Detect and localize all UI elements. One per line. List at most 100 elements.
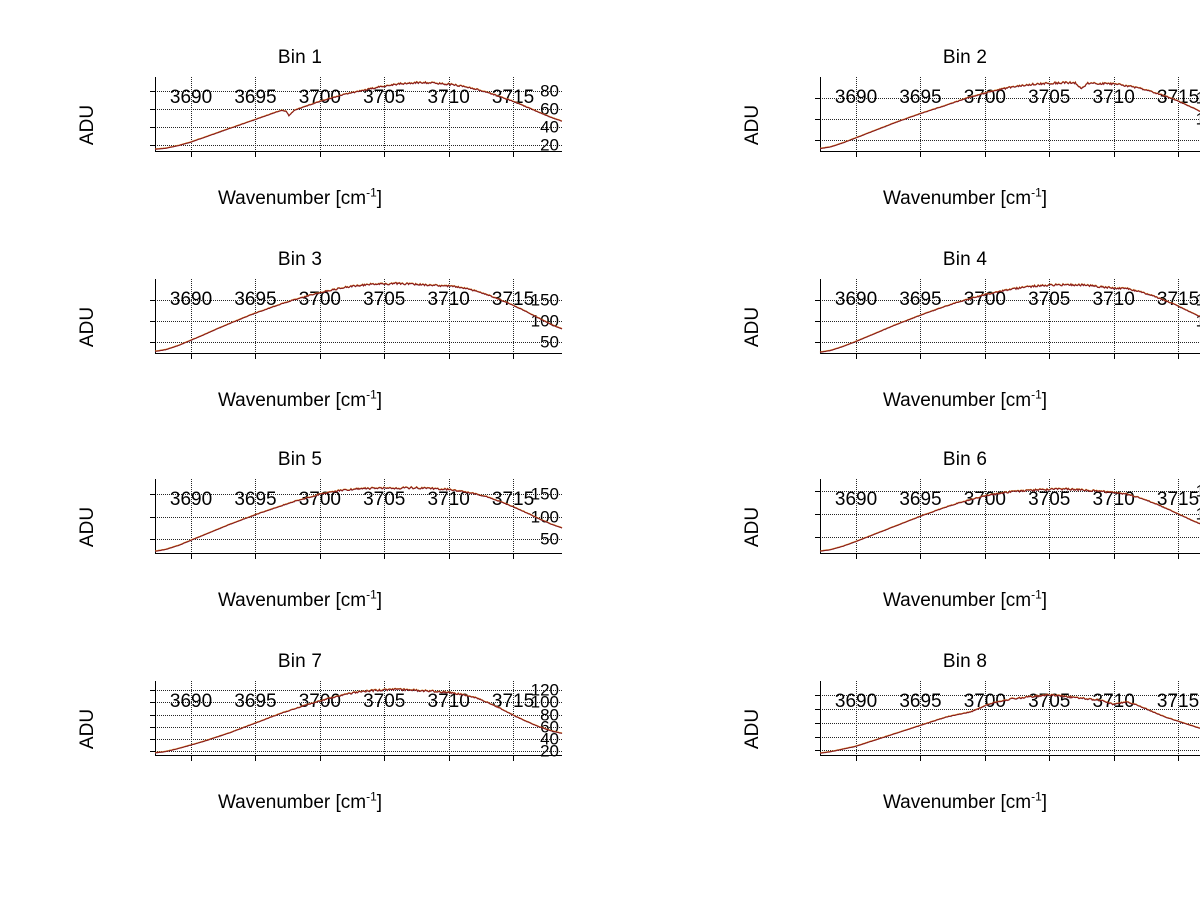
x-axis-title-exponent: -1 xyxy=(1031,587,1042,602)
y-axis-title: ADU xyxy=(77,306,99,348)
x-axis-tick-label: 3710 xyxy=(1092,691,1135,712)
x-axis-tick xyxy=(448,354,450,359)
y-axis-tick xyxy=(150,320,155,322)
y-axis-tick xyxy=(815,299,820,301)
y-axis-tick-label: 20 xyxy=(540,135,559,155)
y-gridline xyxy=(820,708,1200,710)
x-axis-tick xyxy=(319,554,321,559)
x-axis-title-exponent: -1 xyxy=(1031,387,1042,402)
y-gridline xyxy=(820,341,1200,343)
x-axis-title: Wavenumber [cm-1] xyxy=(0,791,600,814)
x-axis-tick-label: 3715 xyxy=(491,87,535,108)
y-axis-tick xyxy=(815,320,820,322)
x-axis-tick xyxy=(1049,354,1051,359)
x-gridline xyxy=(1049,479,1051,554)
y-gridline xyxy=(155,516,562,518)
x-axis-tick-label: 3705 xyxy=(1028,489,1071,510)
x-axis-title-bracket: ] xyxy=(376,390,383,411)
y-axis-tick xyxy=(150,751,155,753)
series-primary xyxy=(819,80,1200,150)
y-axis-tick-label: 120 xyxy=(530,680,559,700)
x-gridline xyxy=(920,681,922,756)
series-primary xyxy=(154,486,563,552)
x-axis-tick xyxy=(319,756,321,761)
y-axis-title: ADU xyxy=(742,506,764,548)
spectrum-curve xyxy=(154,80,563,151)
y-axis-tick xyxy=(815,750,820,752)
x-axis-tick-label: 3715 xyxy=(491,489,535,510)
y-gridline xyxy=(155,144,562,146)
x-gridline xyxy=(1049,77,1051,152)
x-axis-tick xyxy=(1049,152,1051,157)
x-axis-tick-label: 3710 xyxy=(427,691,470,712)
y-gridline xyxy=(820,736,1200,738)
x-axis-title-main: Wavenumber [cm xyxy=(217,188,367,209)
x-gridline xyxy=(856,479,858,554)
x-axis-line xyxy=(820,755,1200,756)
x-axis-tick xyxy=(1049,756,1051,761)
y-axis-tick xyxy=(815,536,820,538)
x-gridline xyxy=(448,479,450,554)
y-axis-tick-label: 100 xyxy=(1196,505,1200,522)
y-axis-tick xyxy=(150,299,155,301)
x-axis-tick-label: 3710 xyxy=(427,87,470,108)
y-axis-line xyxy=(820,479,821,554)
subplot-panel: Bin 7 ADU Wavenumber [cm-1] 20 40 60 80 100 120 3… xyxy=(0,650,600,850)
y-gridline xyxy=(820,722,1200,724)
x-axis-tick-label: 3700 xyxy=(298,87,341,108)
x-axis-title-bracket: ] xyxy=(1041,188,1048,209)
series-tertiary xyxy=(819,488,1200,553)
x-axis-line xyxy=(155,553,562,554)
y-axis-tick-label: 40 xyxy=(540,117,559,137)
x-gridline xyxy=(984,279,986,354)
x-axis-tick xyxy=(1178,756,1180,761)
y-gridline xyxy=(820,750,1200,752)
y-axis-tick xyxy=(815,736,820,738)
y-gridline xyxy=(155,738,562,740)
y-axis-tick xyxy=(150,494,155,496)
x-gridline xyxy=(856,279,858,354)
x-axis-tick-label: 3690 xyxy=(834,489,878,510)
x-gridline xyxy=(319,479,321,554)
x-axis-tick xyxy=(856,554,858,559)
x-axis-tick xyxy=(191,756,193,761)
y-axis-title: ADU xyxy=(742,306,764,348)
x-axis-tick xyxy=(384,152,386,157)
x-axis-title-main: Wavenumber [cm xyxy=(217,590,367,611)
series-tertiary xyxy=(154,486,563,553)
y-axis-line xyxy=(155,681,156,756)
spectrum-curve xyxy=(819,282,1200,354)
x-axis-tick xyxy=(448,756,450,761)
spectrum-curve xyxy=(819,693,1200,755)
y-gridline xyxy=(820,299,1200,301)
x-gridline xyxy=(448,77,450,152)
x-axis-tick-label: 3695 xyxy=(899,87,942,108)
x-axis-tick-label: 3695 xyxy=(899,289,942,310)
x-axis-title-main: Wavenumber [cm xyxy=(882,792,1032,813)
y-axis-title: ADU xyxy=(77,104,99,146)
x-gridline xyxy=(319,77,321,152)
series-primary xyxy=(819,283,1200,353)
subplot-panel: Bin 1 ADU Wavenumber [cm-1] 20 40 60 80 3690 369… xyxy=(0,46,600,246)
x-axis-tick xyxy=(513,756,515,761)
x-gridline xyxy=(1178,279,1180,354)
x-axis-tick xyxy=(920,554,922,559)
x-axis-tick-label: 3695 xyxy=(234,691,277,712)
x-axis-tick xyxy=(255,354,257,359)
y-axis-tick-label: 150 xyxy=(530,290,559,310)
x-gridline xyxy=(255,681,257,756)
x-gridline xyxy=(856,681,858,756)
x-axis-tick xyxy=(1178,554,1180,559)
x-gridline xyxy=(1113,279,1115,354)
y-gridline xyxy=(820,694,1200,696)
x-gridline xyxy=(191,279,193,354)
x-axis-title-bracket: ] xyxy=(1041,792,1048,813)
series-primary xyxy=(819,693,1200,754)
y-axis-title: ADU xyxy=(77,506,99,548)
x-axis-tick xyxy=(1113,152,1115,157)
x-axis-tick-label: 3695 xyxy=(234,289,277,310)
y-axis-tick xyxy=(150,108,155,110)
